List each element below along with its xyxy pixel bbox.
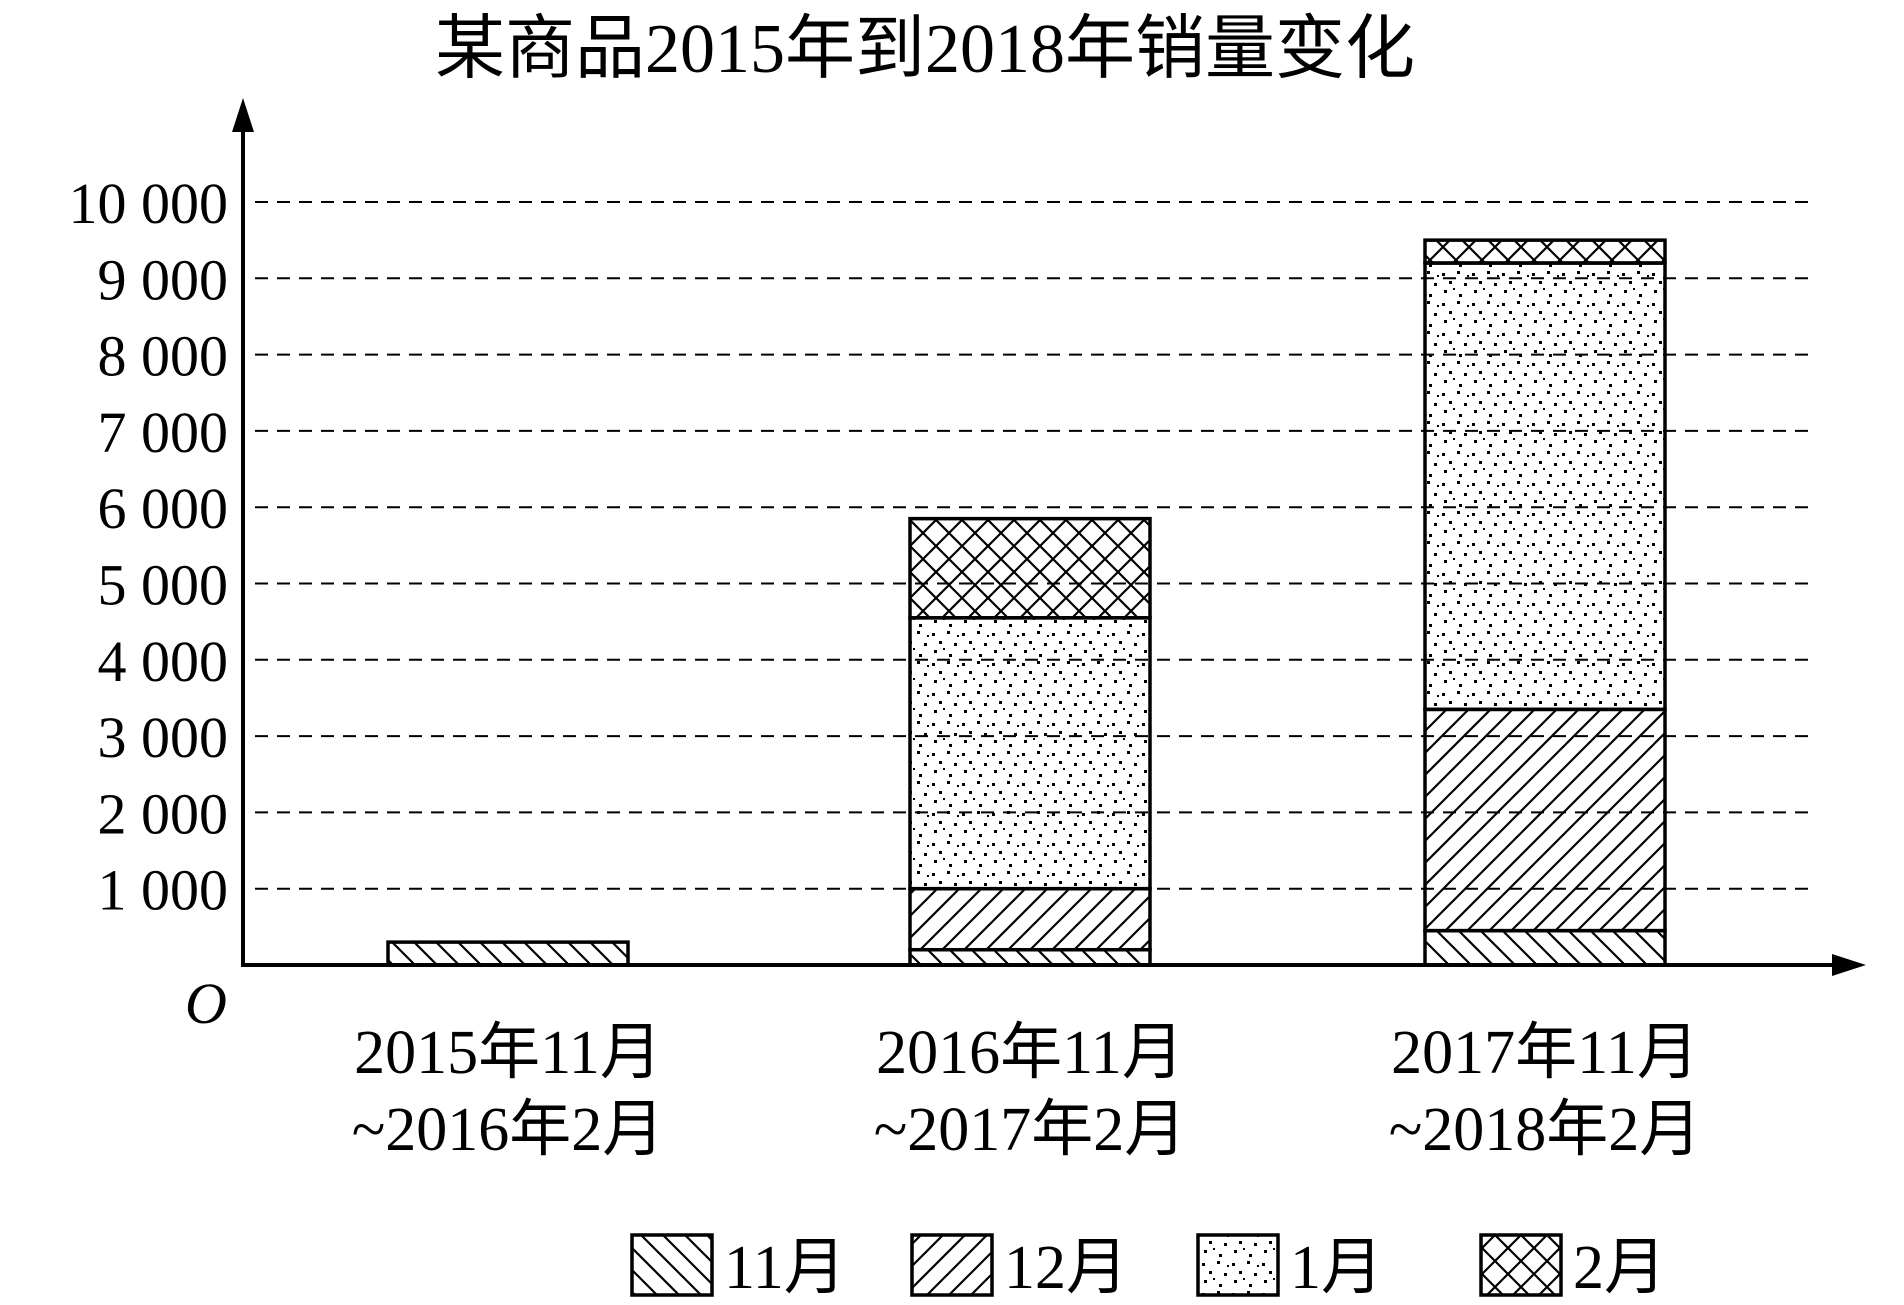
x-tick-label: ~2016年2月 [352, 1096, 665, 1164]
y-tick-label: 8 000 [98, 324, 229, 389]
y-tick-label: 3 000 [98, 705, 229, 770]
x-axis-arrow [1832, 954, 1866, 976]
y-tick-label: 2 000 [98, 781, 229, 846]
y-tick-label: 1 000 [98, 858, 229, 923]
x-tick-label: 2016年11月 [876, 1019, 1184, 1087]
x-tick-labels: 2015年11月 ~2016年2月 2016年11月 ~2017年2月 2017年11月… [352, 1019, 1702, 1164]
y-tick-label: 7 000 [98, 400, 229, 465]
y-tick-labels: 1 000 2 000 3 000 4 000 5 000 6 000 7 000 8 000… [69, 171, 229, 923]
y-tick-label: 10 000 [69, 171, 229, 236]
bar-segment [1423, 238, 1667, 265]
x-tick-label: ~2018年2月 [1389, 1096, 1702, 1164]
legend-label: 12月 [1004, 1234, 1128, 1302]
bar-segment [1423, 261, 1667, 712]
axes [232, 98, 1866, 976]
x-tick-label: ~2017年2月 [874, 1096, 1187, 1164]
y-tick-label: 6 000 [98, 476, 229, 541]
y-tick-label: 9 000 [98, 247, 229, 312]
legend-label: 2月 [1573, 1234, 1666, 1302]
x-tick-label: 2015年11月 [354, 1019, 662, 1087]
y-tick-label: 4 000 [98, 629, 229, 694]
legend-swatch [630, 1233, 714, 1297]
bars [386, 238, 1667, 967]
legend-swatch [1479, 1233, 1563, 1297]
legend-label: 1月 [1290, 1234, 1383, 1302]
origin-label: O [185, 971, 227, 1036]
bar-segment [1423, 707, 1667, 933]
legend-swatch [910, 1233, 994, 1297]
legend-label: 11月 [724, 1234, 846, 1302]
bar-segment [1423, 928, 1667, 967]
x-tick-label: 2017年11月 [1391, 1019, 1699, 1087]
chart-title: 某商品2015年到2018年销量变化 [435, 11, 1415, 88]
bar-segment [908, 616, 1152, 891]
legend: 11月 12月 1月 2月 [630, 1233, 1666, 1302]
bar-segment [386, 940, 630, 967]
legend-swatch [1196, 1233, 1280, 1297]
y-tick-label: 5 000 [98, 553, 229, 618]
y-axis-arrow [232, 98, 254, 132]
bar-segment [908, 886, 1152, 952]
bar-segment [908, 947, 1152, 967]
bar-segment [908, 516, 1152, 620]
